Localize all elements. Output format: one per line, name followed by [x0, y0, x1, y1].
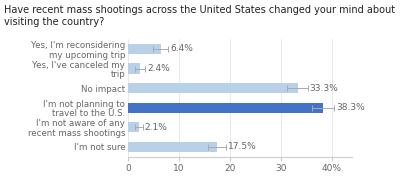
- Bar: [128, 122, 139, 132]
- Text: 2.1%: 2.1%: [145, 123, 168, 132]
- Bar: [128, 63, 140, 74]
- Text: 2.4%: 2.4%: [147, 64, 170, 73]
- Bar: [128, 44, 160, 54]
- Text: 33.3%: 33.3%: [310, 84, 338, 93]
- Bar: [128, 103, 323, 113]
- Text: 38.3%: 38.3%: [336, 103, 365, 112]
- Text: 6.4%: 6.4%: [170, 44, 193, 53]
- Text: 17.5%: 17.5%: [228, 142, 257, 151]
- Bar: [128, 142, 217, 152]
- Bar: [128, 83, 298, 93]
- Text: Have recent mass shootings across the United States changed your mind about visi: Have recent mass shootings across the Un…: [4, 5, 395, 27]
